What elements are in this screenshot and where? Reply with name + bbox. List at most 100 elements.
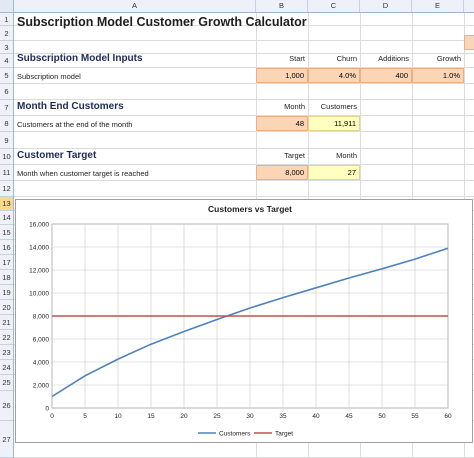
row-header-22[interactable]: 22: [0, 330, 13, 345]
column-header-c[interactable]: C: [308, 0, 360, 12]
input-growth-cell[interactable]: 1.0%: [412, 68, 464, 83]
month-end-row-label: Customers at the end of the month: [17, 120, 133, 129]
column-header-a[interactable]: A: [14, 0, 256, 12]
row-header-7[interactable]: 7: [0, 100, 13, 116]
input-additions-cell[interactable]: 400: [360, 68, 412, 83]
row-header-9[interactable]: 9: [0, 132, 13, 149]
row-gridline: [14, 67, 474, 68]
month-end-header-customers: Customers: [320, 102, 357, 111]
inputs-header-churn: Churn: [336, 54, 357, 63]
y-tick-label: 12,000: [29, 268, 49, 275]
target-section-heading: Customer Target: [17, 150, 97, 161]
inputs-row-label: Subscription model: [17, 72, 81, 81]
row-gridline: [14, 99, 474, 100]
row-header-25[interactable]: 25: [0, 375, 13, 391]
row-header-11[interactable]: 11: [0, 165, 13, 181]
target-input-cell[interactable]: 8,000: [256, 165, 308, 180]
row-header-16[interactable]: 16: [0, 240, 13, 255]
x-tick-label: 60: [444, 413, 452, 420]
row-header-20[interactable]: 20: [0, 300, 13, 315]
x-tick-label: 25: [213, 413, 221, 420]
row-header-27[interactable]: 27: [0, 421, 13, 458]
month-end-header-month: Month: [284, 102, 305, 111]
column-header-b[interactable]: B: [256, 0, 308, 12]
row-header-8[interactable]: 8: [0, 116, 13, 132]
row-gridline: [14, 180, 474, 181]
x-tick-label: 50: [378, 413, 386, 420]
row-header-6[interactable]: 6: [0, 84, 13, 100]
inputs-header-start: Start: [289, 54, 305, 63]
target-header-target: Target: [284, 151, 305, 160]
row-header-14[interactable]: 14: [0, 211, 13, 225]
y-tick-label: 10,000: [29, 291, 49, 298]
row-header-1[interactable]: 1: [0, 13, 13, 26]
x-tick-label: 15: [147, 413, 155, 420]
row-gridline: [14, 131, 474, 132]
y-tick-label: 8,000: [33, 314, 50, 321]
row-header-15[interactable]: 15: [0, 225, 13, 240]
row-gridline: [14, 25, 474, 26]
row-header-5[interactable]: 5: [0, 68, 13, 84]
row-header-bar: [0, 13, 14, 458]
x-tick-label: 45: [345, 413, 353, 420]
series-line-customers: [51, 247, 449, 398]
row-gridline: [14, 196, 474, 197]
input-start-cell[interactable]: 1,000: [256, 68, 308, 83]
x-tick-label: 5: [83, 413, 87, 420]
customers-vs-target-chart[interactable]: Customers vs Target 0 2,000 4,000 6,000 8,000…: [16, 200, 472, 442]
column-header-d[interactable]: D: [360, 0, 412, 12]
row-gridline: [14, 53, 474, 54]
input-churn-cell[interactable]: 4.0%: [308, 68, 360, 83]
y-tick-label: 0: [45, 406, 49, 413]
x-tick-label: 0: [50, 413, 54, 420]
input-cell-fragment[interactable]: [464, 35, 474, 50]
inputs-section-heading: Subscription Model Inputs: [17, 53, 143, 64]
inputs-header-growth: Growth: [436, 54, 461, 63]
chart-title: Customers vs Target: [208, 204, 292, 214]
row-header-3[interactable]: 3: [0, 41, 13, 54]
row-header-10[interactable]: 10: [0, 149, 13, 165]
x-tick-label: 20: [180, 413, 188, 420]
row-header-2[interactable]: 2: [0, 26, 13, 41]
row-header-24[interactable]: 24: [0, 360, 13, 375]
y-tick-label: 4,000: [33, 360, 50, 367]
y-tick-label: 14,000: [29, 245, 49, 252]
x-tick-label: 35: [279, 413, 287, 420]
row-gridline: [14, 115, 474, 116]
row-header-18[interactable]: 18: [0, 270, 13, 285]
x-tick-label: 30: [246, 413, 254, 420]
y-tick-label: 2,000: [33, 383, 50, 390]
x-tick-label: 10: [114, 413, 122, 420]
row-header-21[interactable]: 21: [0, 315, 13, 330]
month-end-section-heading: Month End Customers: [17, 101, 124, 112]
customers-output-cell[interactable]: 11,911: [308, 116, 360, 131]
row-gridline: [14, 40, 474, 41]
row-header-13[interactable]: 13: [0, 197, 13, 211]
target-month-output-cell[interactable]: 27: [308, 165, 360, 180]
row-gridline: [14, 164, 474, 165]
x-tick-label: 40: [312, 413, 320, 420]
y-tick-label: 16,000: [29, 222, 49, 229]
page-title: Subscription Model Customer Growth Calcu…: [17, 15, 307, 29]
select-all-corner[interactable]: [0, 0, 14, 12]
row-header-17[interactable]: 17: [0, 255, 13, 270]
target-header-month: Month: [336, 151, 357, 160]
chart-area[interactable]: Customers vs Target 0 2,000 4,000 6,000 8,000…: [15, 199, 473, 443]
row-header-26[interactable]: 26: [0, 391, 13, 421]
legend-label-target: Target: [275, 431, 293, 438]
target-row-label: Month when customer target is reached: [17, 169, 149, 178]
column-header-bar: [0, 0, 474, 13]
inputs-header-additions: Additions: [378, 54, 409, 63]
y-tick-label: 6,000: [33, 337, 50, 344]
row-header-12[interactable]: 12: [0, 181, 13, 197]
month-input-cell[interactable]: 48: [256, 116, 308, 131]
row-gridline: [14, 148, 474, 149]
row-header-4[interactable]: 4: [0, 54, 13, 68]
legend-label-customers: Customers: [219, 431, 251, 438]
column-header-e[interactable]: E: [412, 0, 464, 12]
row-gridline: [14, 83, 474, 84]
x-tick-label: 55: [411, 413, 419, 420]
row-header-19[interactable]: 19: [0, 285, 13, 300]
row-header-23[interactable]: 23: [0, 345, 13, 360]
